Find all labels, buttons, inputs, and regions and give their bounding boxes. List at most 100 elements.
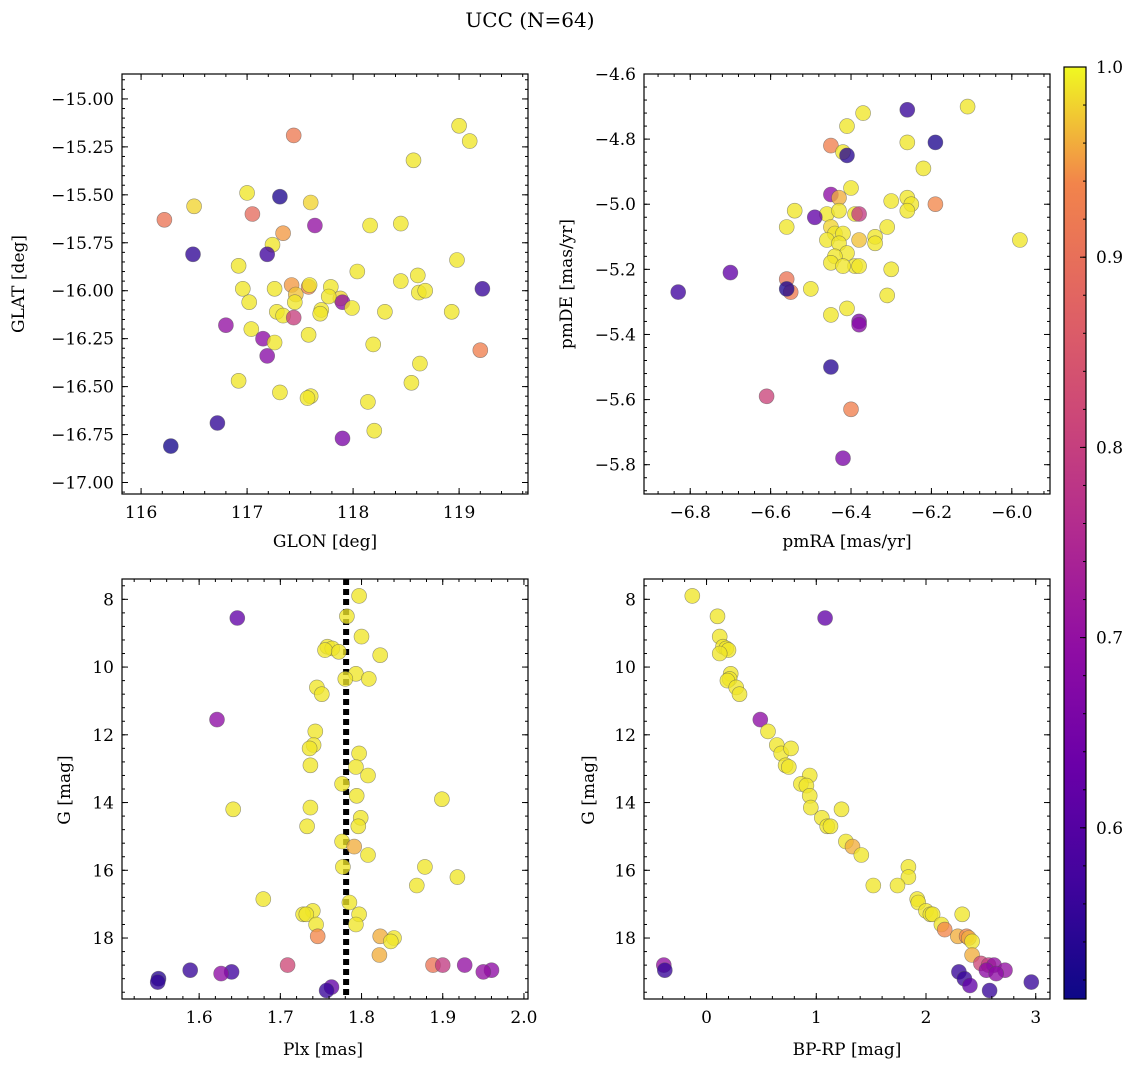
data-point xyxy=(889,877,906,894)
data-point xyxy=(360,394,376,410)
data-point xyxy=(434,957,451,973)
x-tick-label: 1.6 xyxy=(186,1008,213,1028)
x-tick-label: 1.8 xyxy=(348,1008,375,1028)
data-point xyxy=(255,891,272,907)
y-tick-label: 8 xyxy=(625,590,636,610)
data-point xyxy=(899,202,916,219)
panel-pmra-pmde: −6.8 −6.6 −6.4 −6.2 −6.0 −5.8 −5.6 −5.4 −5.2 −5.0… xyxy=(557,65,1051,552)
data-point xyxy=(209,415,226,431)
data-point xyxy=(302,799,319,816)
axes-frame-plx-g xyxy=(121,578,529,1000)
xlabel-plx: Plx [mas] xyxy=(283,1040,363,1060)
y-tick-label: −16.50 xyxy=(51,378,114,398)
data-point xyxy=(899,102,916,118)
data-point xyxy=(298,906,315,923)
data-point xyxy=(823,307,839,323)
data-point xyxy=(244,206,261,222)
data-point xyxy=(883,261,900,278)
data-point xyxy=(213,965,229,982)
data-point xyxy=(241,294,257,311)
data-point xyxy=(915,160,932,177)
data-point xyxy=(239,185,255,201)
panel-plx-g: 1.6 1.7 1.8 1.9 2.0 8 10 12 14 16 18 Plx [mas] G [… xyxy=(55,578,537,1060)
data-point xyxy=(962,977,978,994)
data-point xyxy=(823,359,839,375)
axes-frame-bprp-g xyxy=(643,578,1051,1000)
y-tick-label: 16 xyxy=(92,861,114,881)
y-tick-label: −15.00 xyxy=(51,90,114,110)
data-point xyxy=(670,284,687,300)
data-point xyxy=(259,246,276,263)
data-point xyxy=(783,740,799,757)
colorbar-frame xyxy=(1063,66,1087,1000)
ylabel-g-right: G [mag] xyxy=(579,755,599,824)
y-tick-label: 14 xyxy=(614,794,636,814)
data-point xyxy=(684,588,701,604)
data-point xyxy=(218,317,234,334)
data-point xyxy=(839,118,855,134)
data-point xyxy=(927,134,944,151)
data-point xyxy=(709,608,726,625)
data-point xyxy=(299,818,315,835)
x-tick-label: −6.2 xyxy=(911,503,952,523)
colorbar-tick-label: 0.8 xyxy=(1096,438,1123,458)
data-point xyxy=(182,962,198,979)
data-point xyxy=(839,300,855,317)
x-tick-label: 117 xyxy=(231,503,263,523)
data-point xyxy=(711,645,728,662)
data-point xyxy=(353,628,370,645)
data-point xyxy=(350,818,367,835)
data-point xyxy=(1012,232,1028,248)
data-point xyxy=(366,422,383,439)
data-point xyxy=(472,342,489,359)
y-tick-label: −5.6 xyxy=(595,391,636,411)
y-tick-label: 16 xyxy=(614,861,636,881)
data-point xyxy=(351,588,367,604)
data-point xyxy=(408,877,425,894)
data-point xyxy=(335,859,351,875)
y-tick-label: −16.00 xyxy=(51,282,114,302)
x-tick-label: 116 xyxy=(125,503,157,523)
data-point xyxy=(867,235,883,252)
data-point xyxy=(334,776,350,792)
data-point xyxy=(229,610,246,626)
y-tick-label: −16.25 xyxy=(51,330,114,350)
data-point xyxy=(900,869,917,885)
x-tick-label: 119 xyxy=(443,503,475,523)
data-point xyxy=(412,355,428,372)
data-point xyxy=(843,401,859,418)
data-point xyxy=(307,723,324,740)
data-point xyxy=(403,374,420,391)
x-tick-label: −6.8 xyxy=(670,503,711,523)
data-point xyxy=(302,757,319,774)
data-point xyxy=(760,723,776,740)
data-point xyxy=(339,608,355,625)
data-point xyxy=(474,280,491,297)
y-tick-label: 10 xyxy=(92,658,114,678)
data-point xyxy=(348,759,364,775)
data-point xyxy=(225,801,241,818)
data-point xyxy=(981,982,998,999)
ticks-plx-g: 1.6 1.7 1.8 1.9 2.0 8 10 12 14 16 18 xyxy=(92,579,537,1028)
x-tick-label: −6.4 xyxy=(830,503,871,523)
y-tick-label: −5.4 xyxy=(595,325,636,345)
data-point xyxy=(879,287,896,304)
data-point xyxy=(302,194,319,211)
data-point xyxy=(272,384,288,401)
y-tick-label: 18 xyxy=(614,929,636,949)
y-tick-label: 18 xyxy=(92,929,114,949)
data-point xyxy=(312,305,329,322)
y-tick-label: −15.50 xyxy=(51,186,114,206)
x-tick-label: 1.7 xyxy=(267,1008,294,1028)
y-tick-label: −15.25 xyxy=(51,138,114,158)
data-point xyxy=(243,321,260,337)
data-point xyxy=(186,198,202,215)
y-tick-label: −17.00 xyxy=(51,473,114,493)
data-point xyxy=(839,147,855,164)
data-point xyxy=(843,180,859,196)
data-point xyxy=(817,610,833,626)
x-tick-label: 2 xyxy=(921,1008,932,1028)
data-point xyxy=(443,303,460,320)
x-tick-label: 118 xyxy=(337,503,369,523)
data-point xyxy=(964,933,980,950)
